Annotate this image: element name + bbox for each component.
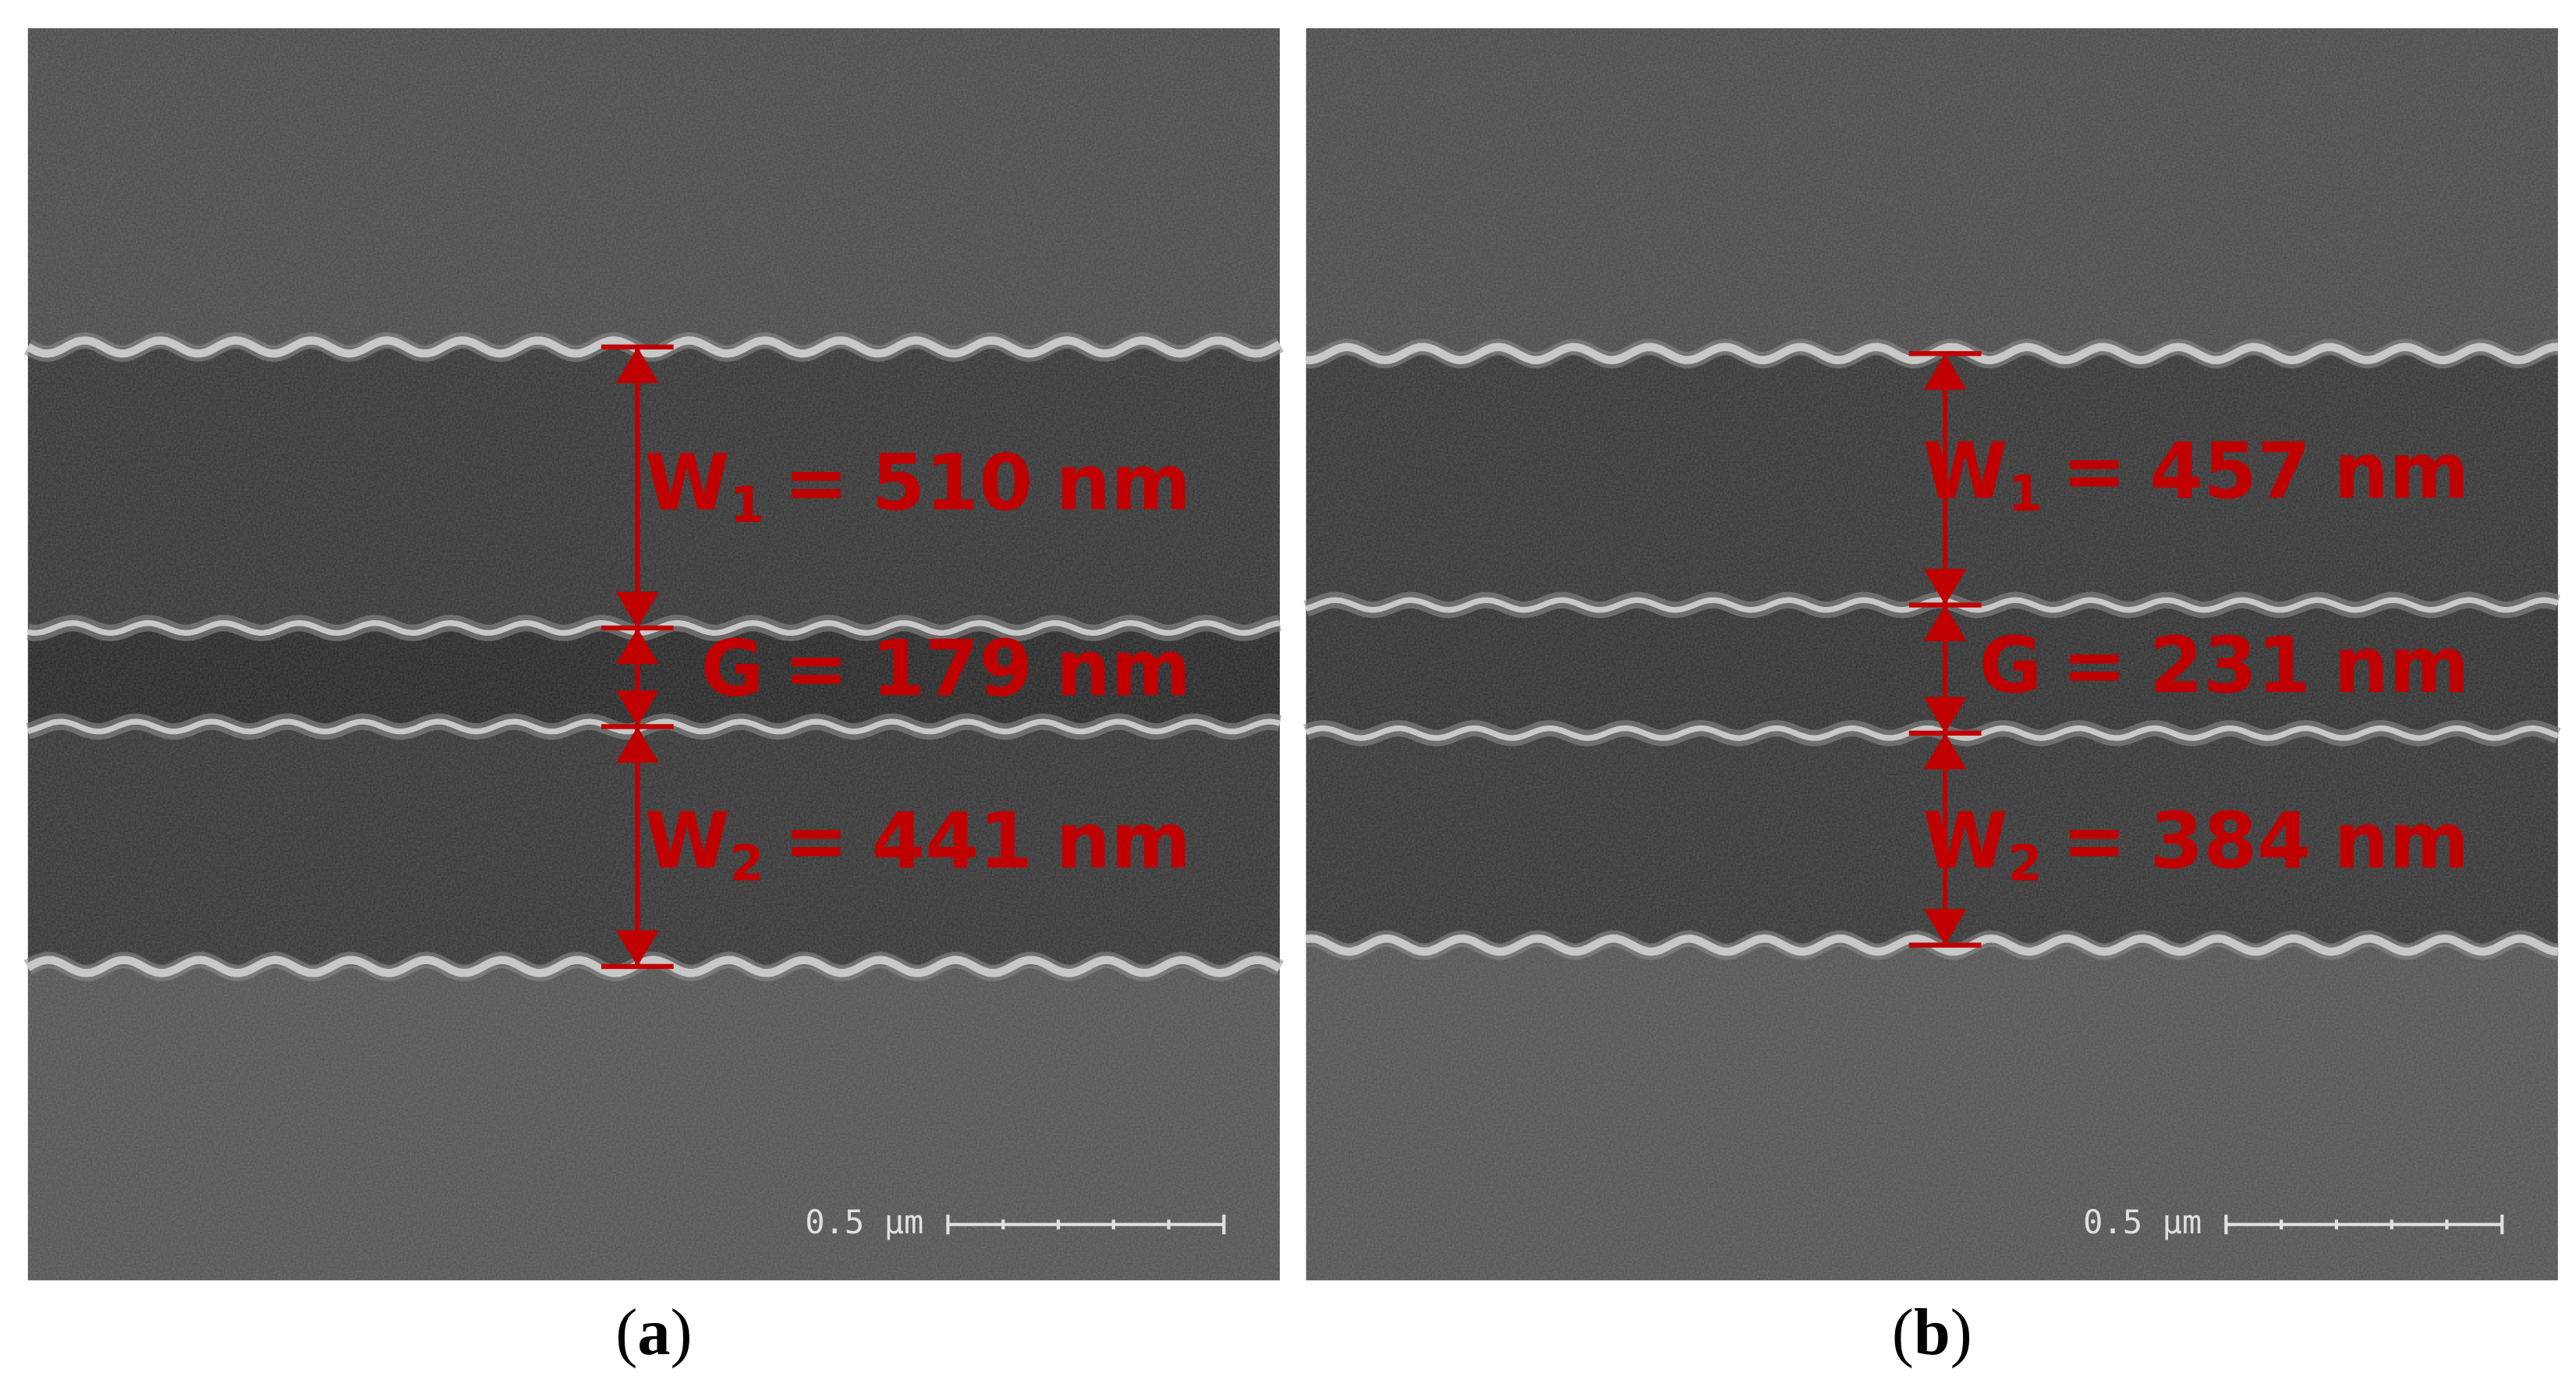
arrow-head [615, 726, 659, 763]
relation: = [784, 438, 849, 528]
measurement-label: G = 231 nm [1979, 621, 2469, 711]
edge-line [26, 956, 1282, 977]
arrow-head [615, 346, 659, 384]
arrow-head [1923, 569, 1967, 605]
caption-part: a [637, 1296, 670, 1369]
value: 510 [871, 438, 1033, 528]
caption-part: ) [670, 1296, 692, 1369]
noise [1306, 28, 2558, 1281]
measurement-label: G = 179 nm [700, 624, 1191, 714]
relation: = [2062, 797, 2127, 887]
measurement-label: W1 = 510 nm [645, 438, 1192, 534]
edge-line [1305, 725, 2560, 741]
subscript: 1 [2008, 464, 2043, 522]
symbol: G [700, 624, 764, 714]
value: 441 [871, 797, 1033, 887]
value: 179 [871, 624, 1033, 714]
value: 457 [2149, 427, 2311, 517]
scale-bar-label: 0.5 μm [805, 1203, 923, 1241]
symbol: G [1979, 621, 2042, 711]
noise [27, 28, 1280, 1281]
value: 231 [2149, 621, 2311, 711]
symbol: W [645, 438, 730, 528]
unit: nm [1056, 438, 1192, 528]
measurement-label: W2 = 441 nm [645, 797, 1192, 892]
panel-caption: (b) [1892, 1296, 1972, 1369]
edge-line [27, 718, 1281, 735]
subscript: 2 [2008, 834, 2043, 892]
edge-line [1305, 597, 2559, 613]
arrow-head [1923, 909, 1967, 945]
caption-part: ( [615, 1296, 637, 1369]
caption-part: ) [1951, 1296, 1972, 1369]
edge-line [26, 336, 1282, 358]
unit: nm [1056, 797, 1192, 887]
symbol: W [1922, 427, 2007, 517]
relation: = [784, 624, 849, 714]
subscript: 1 [730, 476, 764, 534]
arrow-head [615, 690, 659, 727]
unit: nm [1056, 624, 1192, 714]
measurement-label: W2 = 384 nm [1922, 797, 2469, 892]
arrow-head [1923, 353, 1967, 390]
arrow-head [1923, 732, 1967, 770]
arrow-head [615, 628, 659, 665]
unit: nm [2333, 427, 2469, 517]
unit: nm [2333, 797, 2469, 887]
symbol: W [645, 797, 730, 887]
subscript: 2 [730, 834, 764, 892]
scale-bar-label: 0.5 μm [2083, 1203, 2202, 1241]
arrow-head [1923, 605, 1967, 641]
symbol: W [1922, 797, 2007, 887]
relation: = [784, 797, 849, 887]
value: 384 [2149, 797, 2311, 887]
arrow-head [1923, 697, 1967, 733]
arrow-head [615, 930, 659, 967]
relation: = [2062, 621, 2127, 711]
unit: nm [2333, 621, 2469, 711]
relation: = [2062, 427, 2127, 517]
panel-caption: (a) [615, 1296, 692, 1369]
arrow-head [615, 591, 659, 629]
measurement-label: W1 = 457 nm [1922, 427, 2469, 523]
caption-part: b [1914, 1296, 1951, 1369]
caption-part: ( [1892, 1296, 1914, 1369]
